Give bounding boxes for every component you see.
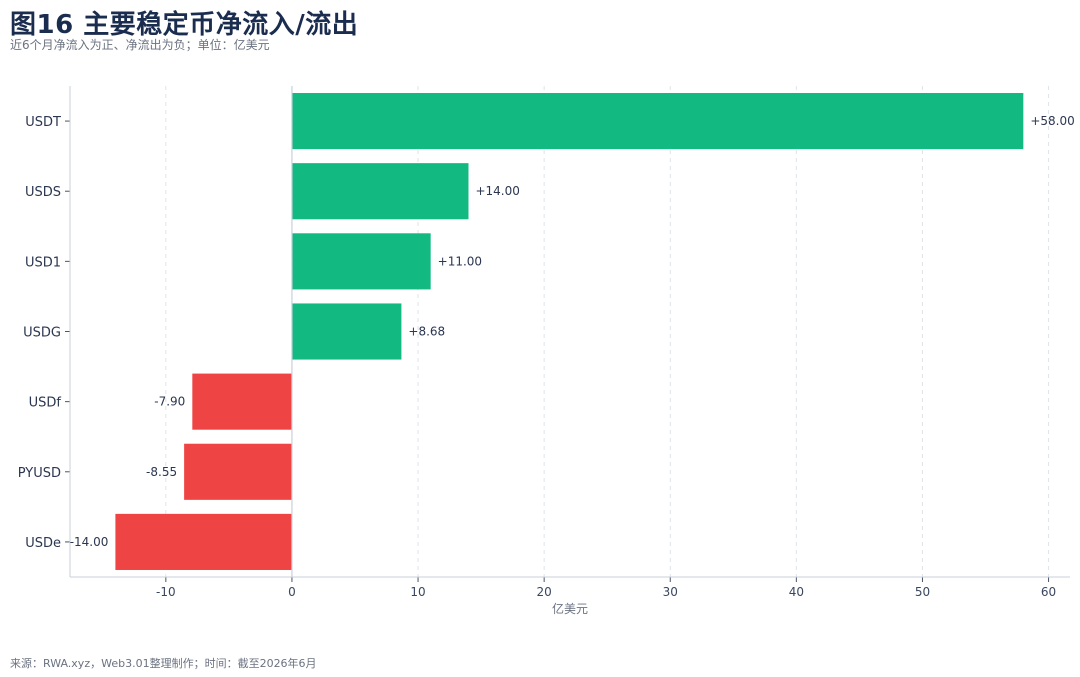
- x-tick-label: 30: [663, 585, 678, 599]
- source-note: 来源：RWA.xyz，Web3.01整理制作；时间：截至2026年6月: [10, 657, 317, 670]
- axes: [65, 86, 1070, 582]
- value-label: +58.00: [1030, 114, 1074, 128]
- x-tick-label: 50: [915, 585, 930, 599]
- value-label: +11.00: [438, 254, 482, 268]
- x-tick-label: 10: [410, 585, 425, 599]
- category-label: USDe: [25, 536, 61, 551]
- category-label: USDG: [23, 326, 61, 341]
- bars: [115, 93, 1024, 570]
- chart-title: 图16 主要稳定币净流入/流出: [10, 10, 359, 40]
- bar-usde: [115, 513, 292, 570]
- x-tick-label: 0: [288, 585, 296, 599]
- value-label: -7.90: [154, 395, 185, 409]
- category-label: USDT: [25, 115, 61, 130]
- x-tick-label: 40: [789, 585, 804, 599]
- category-label: USDS: [25, 185, 61, 200]
- bar-usdf: [192, 373, 292, 430]
- chart-subtitle: 近6个月净流入为正、净流出为负；单位：亿美元: [10, 38, 270, 52]
- labels: -10 0 10 20 30 40 50 60 USDT +58.00 USDS +14.00 USD1…: [18, 114, 1075, 616]
- value-label: +8.68: [408, 325, 445, 339]
- bar-pyusd: [184, 443, 292, 500]
- value-label: -14.00: [70, 535, 109, 549]
- value-label: -8.55: [146, 465, 177, 479]
- bar-usds: [291, 163, 469, 220]
- category-label: USDf: [29, 396, 62, 411]
- bar-usd1: [291, 233, 431, 290]
- x-tick-label: -10: [156, 585, 176, 599]
- category-label: PYUSD: [18, 466, 61, 481]
- bar-usdg: [291, 303, 402, 360]
- x-tick-label: 60: [1041, 585, 1056, 599]
- x-tick-label: 20: [537, 585, 552, 599]
- x-axis-title: 亿美元: [552, 601, 588, 616]
- category-label: USD1: [25, 255, 61, 270]
- value-label: +14.00: [475, 184, 519, 198]
- bar-usdt: [291, 93, 1024, 150]
